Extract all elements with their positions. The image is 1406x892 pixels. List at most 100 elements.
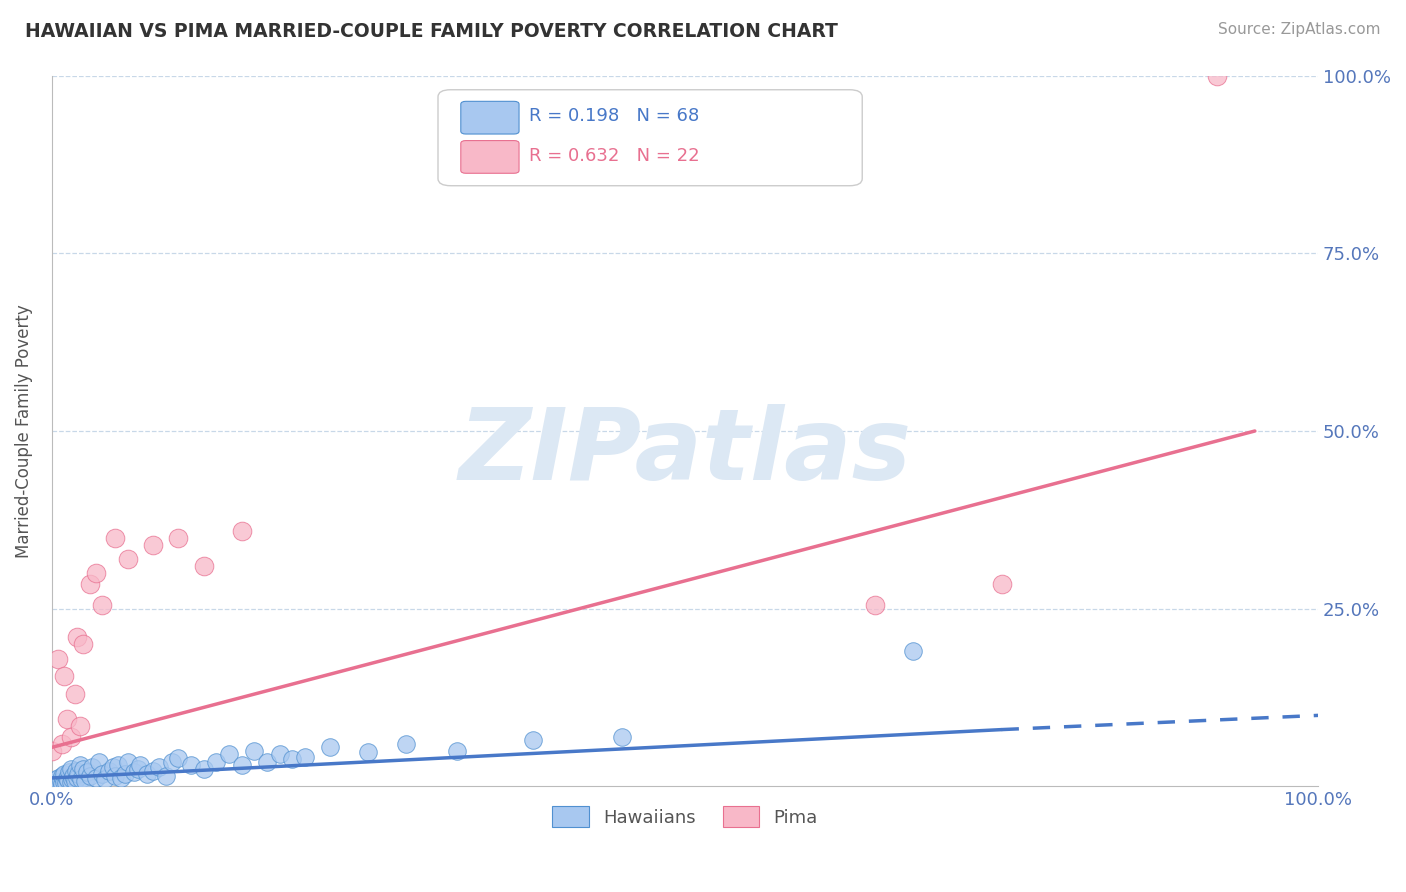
Point xyxy=(84,566,107,581)
Point xyxy=(167,751,190,765)
Point xyxy=(863,598,886,612)
Point xyxy=(63,773,86,788)
Point xyxy=(135,766,157,780)
Point xyxy=(79,577,101,591)
Point xyxy=(91,598,114,612)
Point xyxy=(66,630,89,644)
Point xyxy=(94,772,117,787)
Point xyxy=(46,771,69,785)
Point xyxy=(51,777,73,791)
Point xyxy=(56,712,79,726)
Point xyxy=(256,755,278,769)
Point xyxy=(72,762,94,776)
Point xyxy=(231,524,253,538)
Point xyxy=(155,769,177,783)
Point xyxy=(56,771,79,785)
Point xyxy=(44,776,66,790)
Text: ZIPatlas: ZIPatlas xyxy=(458,404,911,500)
Point xyxy=(65,764,87,778)
Point xyxy=(62,769,84,783)
Point xyxy=(148,759,170,773)
Point xyxy=(319,740,342,755)
Point xyxy=(122,765,145,780)
Point xyxy=(142,764,165,778)
Point xyxy=(73,773,96,788)
Point xyxy=(610,730,633,744)
Y-axis label: Married-Couple Family Poverty: Married-Couple Family Poverty xyxy=(15,304,32,558)
Text: Source: ZipAtlas.com: Source: ZipAtlas.com xyxy=(1218,22,1381,37)
Text: R = 0.198   N = 68: R = 0.198 N = 68 xyxy=(529,107,699,125)
Point xyxy=(193,762,215,776)
Point xyxy=(231,758,253,772)
Point xyxy=(901,644,924,658)
Point xyxy=(69,758,91,772)
Point xyxy=(82,759,104,773)
Point xyxy=(395,737,418,751)
Point xyxy=(49,773,72,788)
Point xyxy=(142,538,165,552)
Point xyxy=(117,755,139,769)
Point xyxy=(60,772,83,787)
Point xyxy=(87,755,110,769)
Point xyxy=(990,577,1012,591)
Point xyxy=(84,771,107,785)
Point xyxy=(97,764,120,778)
Point xyxy=(72,637,94,651)
Point xyxy=(53,766,76,780)
Point xyxy=(58,773,80,788)
Point xyxy=(51,737,73,751)
Point xyxy=(243,744,266,758)
Point xyxy=(127,762,149,776)
Point xyxy=(79,769,101,783)
Text: HAWAIIAN VS PIMA MARRIED-COUPLE FAMILY POVERTY CORRELATION CHART: HAWAIIAN VS PIMA MARRIED-COUPLE FAMILY P… xyxy=(25,22,838,41)
Point xyxy=(53,669,76,683)
Point xyxy=(180,758,202,772)
Point xyxy=(59,775,82,789)
Point xyxy=(63,687,86,701)
Point xyxy=(41,744,63,758)
Point xyxy=(58,765,80,780)
Text: R = 0.632   N = 22: R = 0.632 N = 22 xyxy=(529,146,700,165)
Point xyxy=(1205,69,1227,83)
Point xyxy=(51,769,73,783)
Point xyxy=(41,780,63,794)
Point xyxy=(522,733,544,747)
FancyBboxPatch shape xyxy=(461,102,519,134)
Point xyxy=(45,778,67,792)
Point xyxy=(66,771,89,785)
Point xyxy=(114,766,136,780)
FancyBboxPatch shape xyxy=(461,141,519,173)
Point xyxy=(193,559,215,574)
Point xyxy=(69,719,91,733)
Point xyxy=(269,747,291,762)
Point xyxy=(104,769,127,783)
Point xyxy=(205,755,228,769)
Point xyxy=(59,762,82,776)
Point xyxy=(167,531,190,545)
Point xyxy=(129,758,152,772)
Point xyxy=(59,730,82,744)
Point xyxy=(357,745,380,759)
Point xyxy=(101,759,124,773)
Point xyxy=(446,744,468,758)
Point xyxy=(294,749,316,764)
Point xyxy=(218,747,240,762)
Point xyxy=(76,765,98,780)
Point xyxy=(281,752,304,766)
Point xyxy=(45,772,67,787)
Point xyxy=(67,766,90,780)
Point xyxy=(70,772,93,787)
Point xyxy=(46,651,69,665)
Point xyxy=(104,531,127,545)
Point xyxy=(53,774,76,789)
FancyBboxPatch shape xyxy=(439,90,862,186)
Point xyxy=(91,766,114,780)
Point xyxy=(55,776,77,790)
Point xyxy=(107,758,129,772)
Legend: Hawaiians, Pima: Hawaiians, Pima xyxy=(546,799,825,834)
Point xyxy=(160,755,183,769)
Point xyxy=(46,777,69,791)
Point xyxy=(117,552,139,566)
Point xyxy=(110,771,132,785)
Point xyxy=(48,775,70,789)
